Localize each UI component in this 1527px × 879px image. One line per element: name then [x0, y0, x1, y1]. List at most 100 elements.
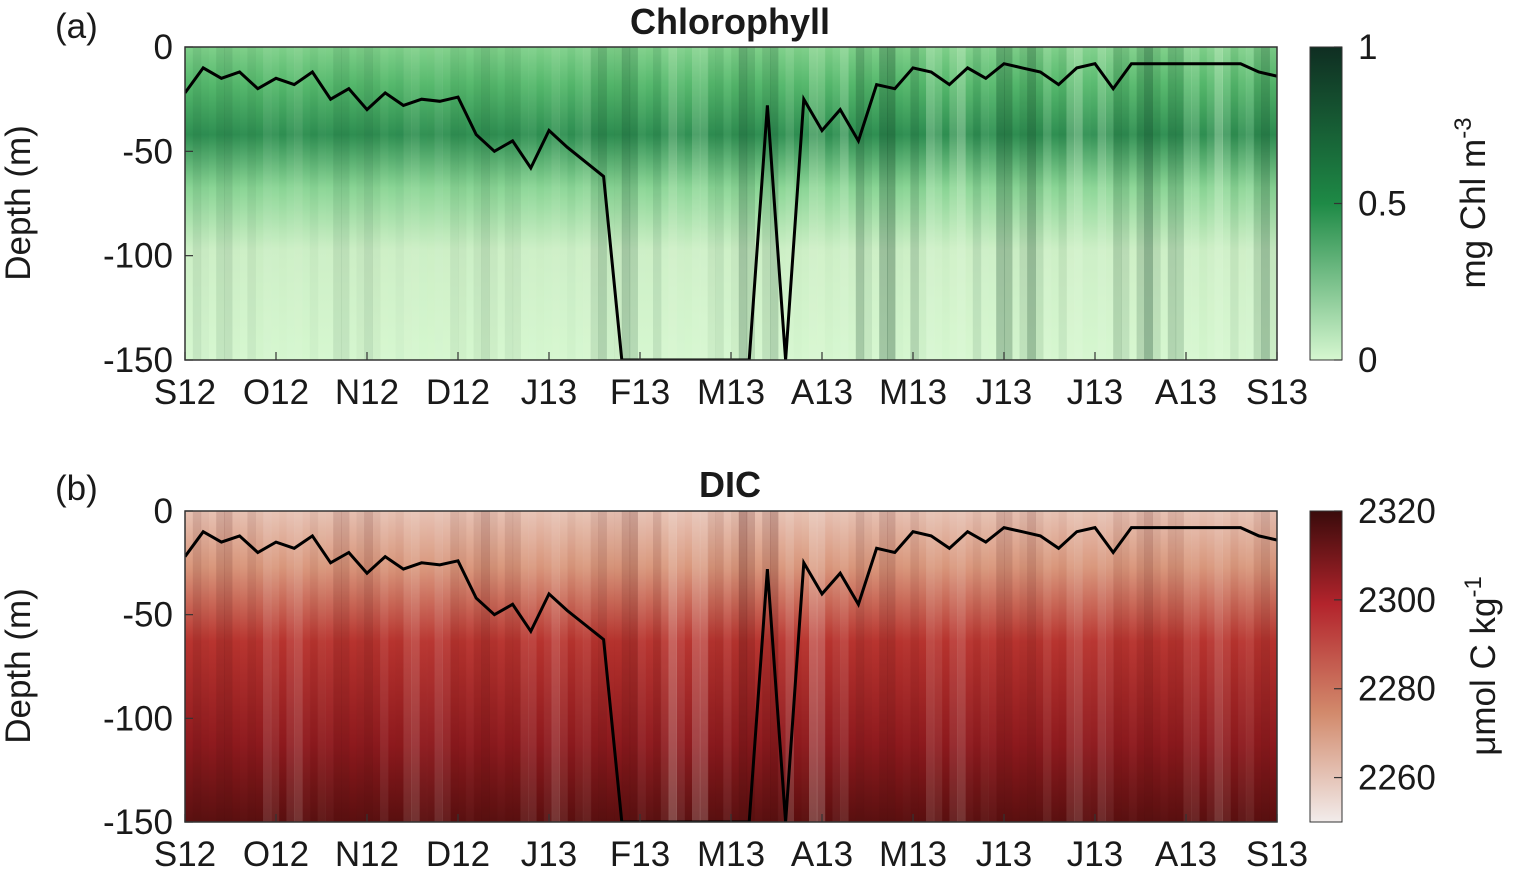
heatmap-column [1004, 511, 1013, 822]
heatmap-column [621, 511, 631, 822]
heatmap-column [980, 511, 989, 822]
heatmap-column [504, 511, 514, 822]
heatmap-column [1074, 47, 1083, 360]
heatmap-column [621, 47, 631, 360]
heatmap-columns-b [192, 511, 1270, 822]
heatmap-column [1129, 511, 1137, 822]
heatmap-column [629, 511, 638, 822]
y-axis-a: 0 -50 -100 -150 [103, 28, 193, 380]
heatmap-column [1012, 511, 1020, 822]
heatmap-column [816, 47, 826, 360]
heatmap-column [1004, 47, 1013, 360]
heatmap-column [1144, 47, 1153, 360]
heatmap-column [762, 511, 771, 822]
x-tick-label: A13 [791, 835, 853, 874]
heatmap-column [551, 511, 560, 822]
heatmap-column [707, 47, 716, 360]
heatmap-column [216, 511, 225, 822]
colorbar-ticks-b: 2260 2280 2300 2320 [1334, 492, 1436, 798]
panel-a: (a) Chlorophyll 0 -50 -100 -150 S12 O12 N12 D1… [0, 1, 1493, 412]
heatmap-column [232, 511, 240, 822]
heatmap-column [653, 47, 662, 360]
heatmap-column [240, 511, 248, 822]
heatmap-column [466, 511, 474, 822]
heatmap-base-a [185, 47, 1277, 360]
heatmap-column [746, 47, 755, 360]
heatmap-column [855, 47, 865, 360]
heatmap-column [575, 47, 584, 360]
y-tick-label: -150 [103, 803, 173, 842]
heatmap-column [801, 47, 809, 360]
heatmap-column [528, 47, 537, 360]
heatmap-column [918, 47, 926, 360]
colorbar-tick-label: 2320 [1358, 492, 1436, 531]
heatmap-column [201, 47, 209, 360]
heatmap-column [582, 47, 592, 360]
heatmap-column [653, 511, 662, 822]
heatmap-column [1160, 47, 1168, 360]
heatmap-column [731, 511, 740, 822]
heatmap-column [544, 47, 552, 360]
heatmap-column [926, 47, 935, 360]
x-tick-label: D12 [426, 373, 490, 412]
y-tick-label: -50 [122, 596, 173, 635]
colorbar-tick-label: 2300 [1358, 581, 1436, 620]
heatmap-column [380, 47, 389, 360]
heatmap-column [270, 47, 280, 360]
x-tick-label: M13 [879, 373, 947, 412]
heatmap-column [1222, 511, 1231, 822]
heatmap-column [466, 47, 474, 360]
heatmap-column [1082, 47, 1091, 360]
heatmap-column [949, 47, 958, 360]
x-tick-label: F13 [610, 373, 670, 412]
y-tick-label: -100 [103, 699, 173, 738]
heatmap-column [723, 47, 732, 360]
x-tick-label: A13 [791, 373, 853, 412]
colorbar-label-a: mg Chl m-3 [1450, 117, 1493, 288]
heatmap-column [403, 511, 412, 822]
heatmap-column [903, 47, 911, 360]
heatmap-column [551, 47, 560, 360]
x-tick-label: A13 [1155, 835, 1217, 874]
heatmap-column [1105, 47, 1114, 360]
heatmap-column [255, 47, 263, 360]
heatmap-column [1121, 511, 1130, 822]
heatmap-column [933, 47, 943, 360]
y-axis-label-a: Depth (m) [0, 125, 38, 281]
heatmap-column [895, 47, 903, 360]
heatmap-column [512, 47, 521, 360]
heatmap-column [1035, 47, 1044, 360]
mixed-layer-line-a [185, 62, 1277, 360]
heatmap-column [419, 511, 427, 822]
colorbar-tick-label: 2260 [1358, 759, 1436, 798]
heatmap-column [341, 47, 350, 360]
heatmap-column [840, 47, 849, 360]
heatmap-column [692, 47, 701, 360]
heatmap-column [863, 47, 872, 360]
heatmap-column [1019, 511, 1028, 822]
heatmap-column [396, 511, 404, 822]
heatmap-column [201, 511, 209, 822]
heatmap-column [450, 511, 459, 822]
heatmap-column [731, 47, 740, 360]
heatmap-column [816, 511, 826, 822]
heatmap-column [270, 511, 280, 822]
x-axis-b: S12 O12 N12 D12 J13 F13 M13 A13 M13 J13 J13 A13 S13 [154, 814, 1308, 874]
heatmap-column [567, 47, 575, 360]
heatmap-column [403, 47, 412, 360]
heatmap-column [520, 47, 529, 360]
heatmap-column [684, 511, 692, 822]
heatmap-column [434, 47, 443, 360]
heatmap-column [1128, 47, 1138, 360]
heatmap-column [333, 47, 342, 360]
heatmap-column [903, 511, 911, 822]
heatmap-column [738, 511, 748, 822]
heatmap-column [263, 511, 272, 822]
heatmap-column [668, 47, 677, 360]
x-tick-label: N12 [335, 835, 399, 874]
heatmap-column [832, 511, 841, 822]
heatmap-column [957, 47, 966, 360]
x-tick-label: J13 [1067, 835, 1123, 874]
heatmap-column [715, 511, 724, 822]
heatmap-column [1253, 511, 1262, 822]
